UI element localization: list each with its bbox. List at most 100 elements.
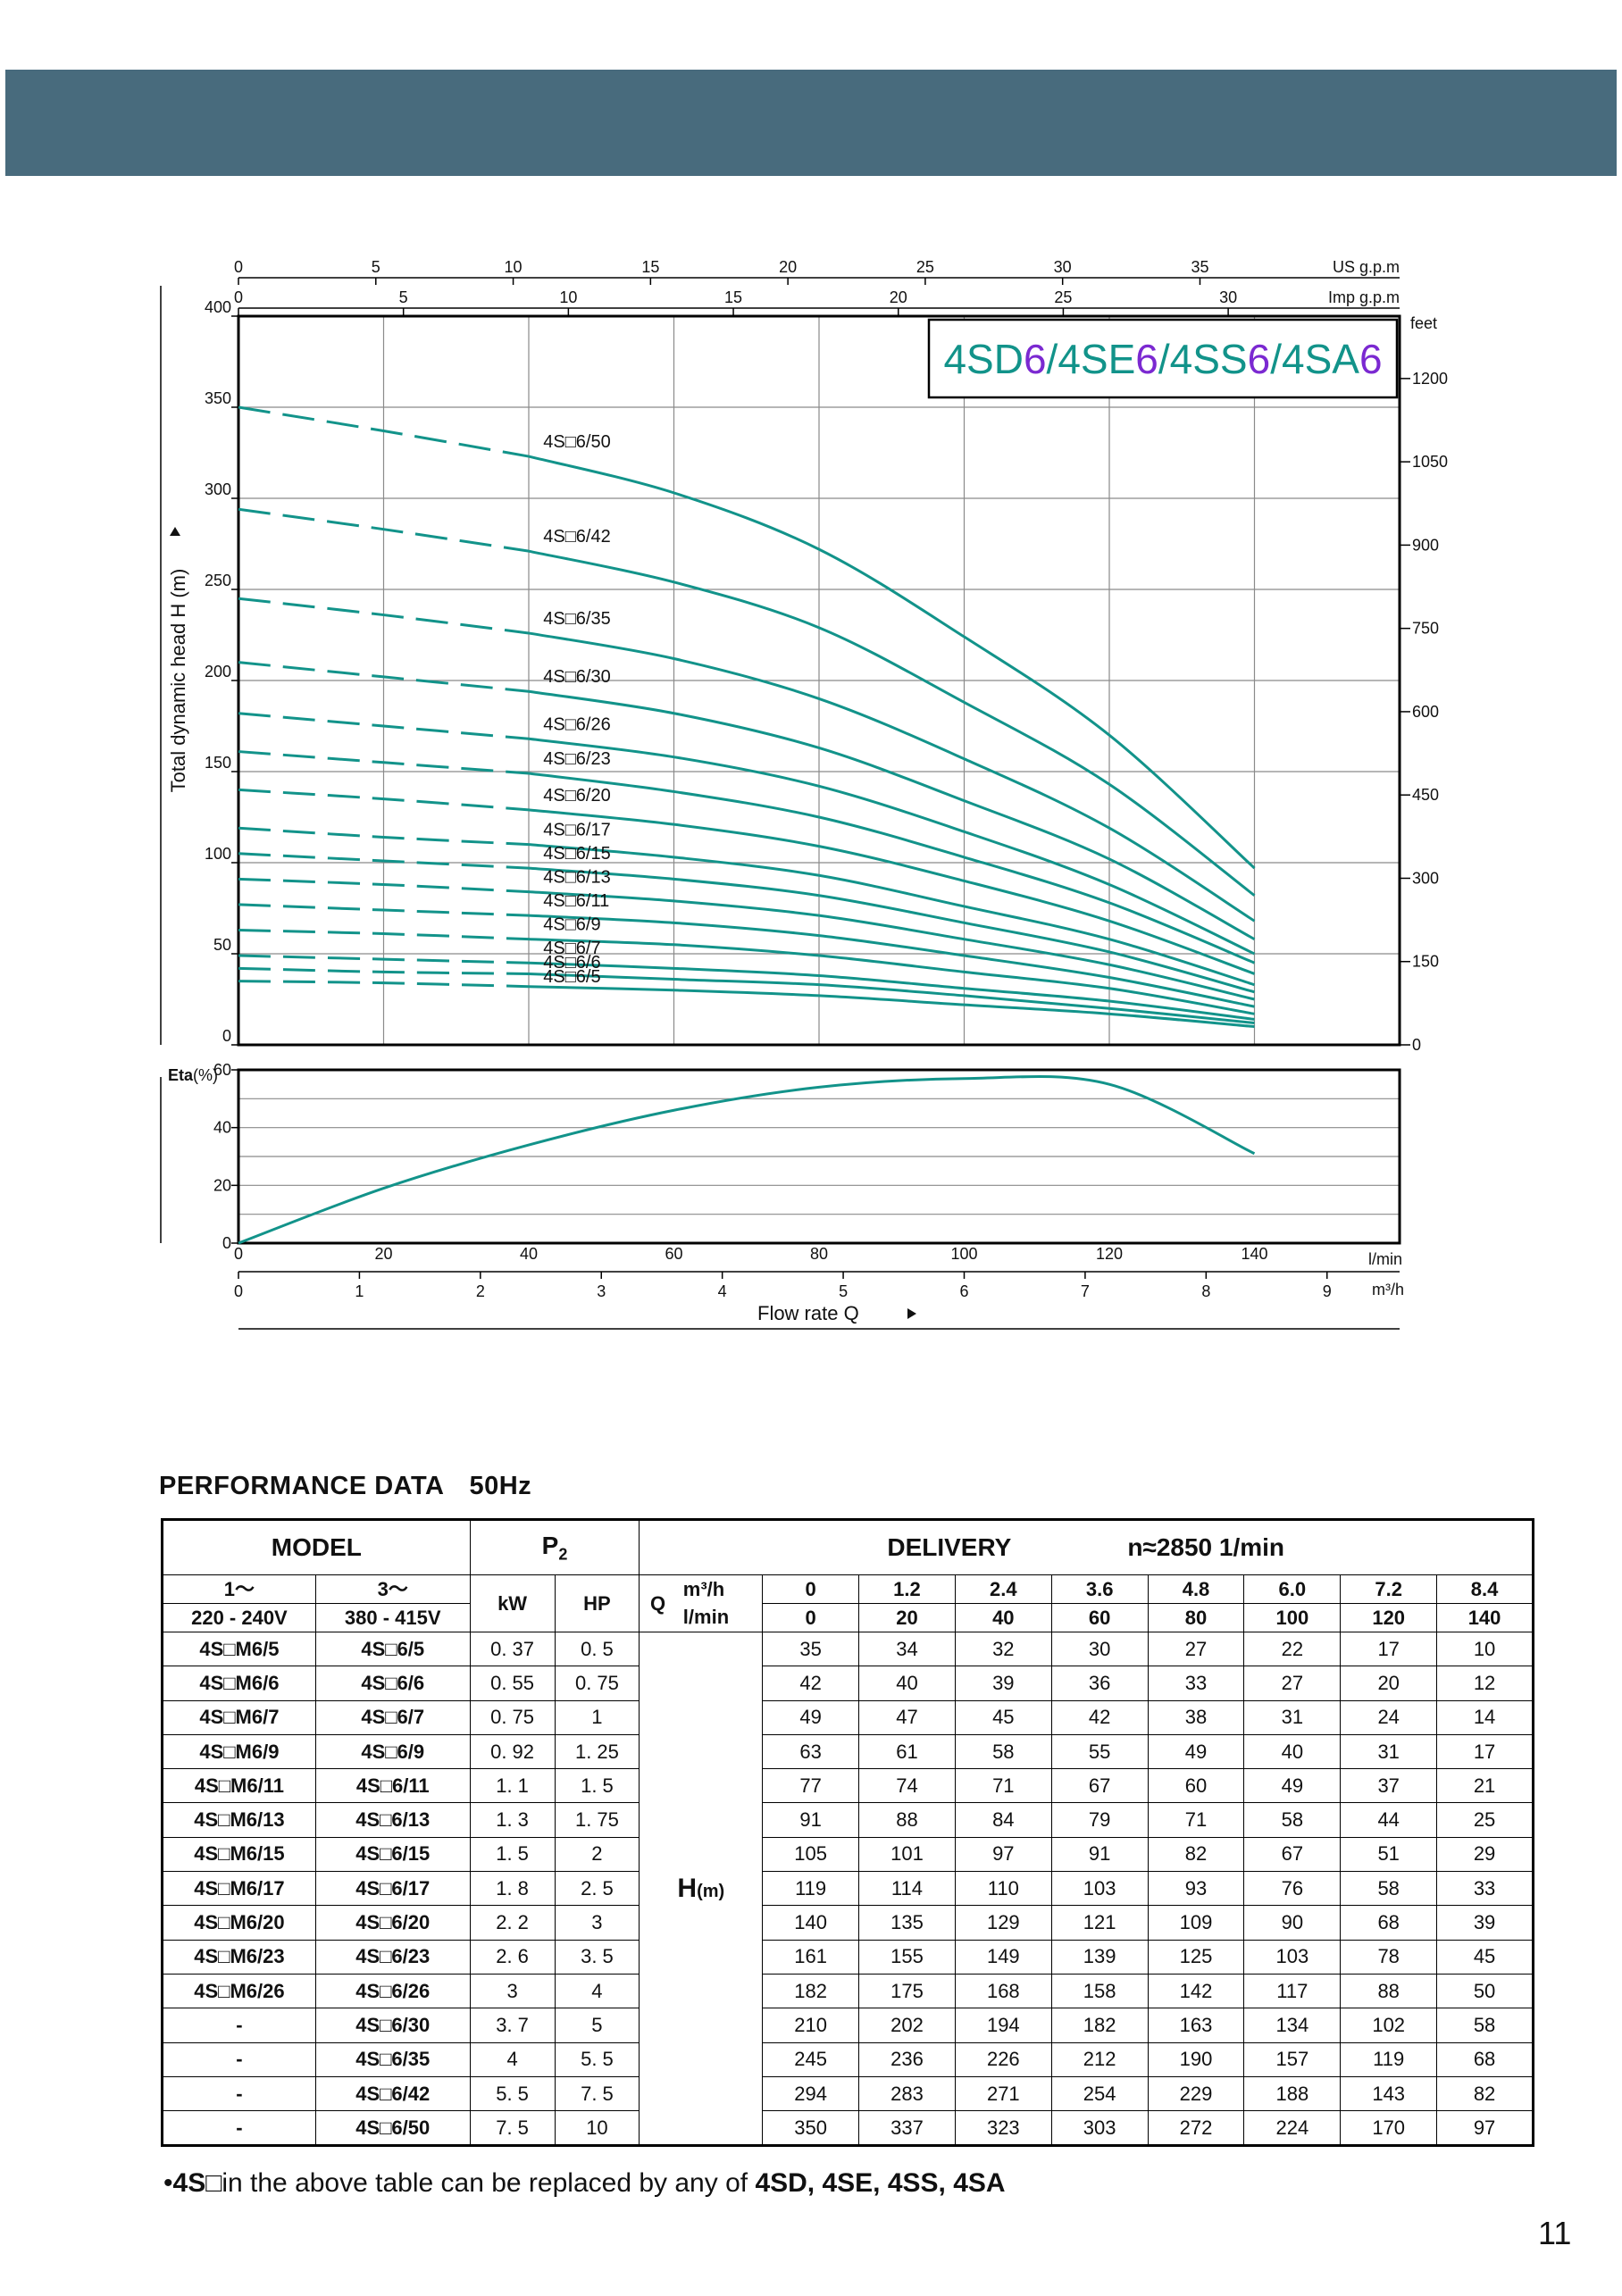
curve-solid [528, 808, 1256, 975]
lmin-tick-label: 140 [1241, 1245, 1267, 1263]
lmin-value: 120 [1340, 1603, 1438, 1632]
head-value: 168 [954, 1973, 1052, 2009]
curve-label: 4S□6/26 [543, 714, 610, 734]
head-value: 272 [1147, 2110, 1245, 2147]
table-row: 4S□M6/23 4S□6/23 2. 6 3. 5 161 155 149 139 125 10… [162, 1939, 1534, 1975]
three-phase-model: 4S□6/9 [314, 1733, 471, 1770]
three-phase-model: 4S□6/42 [314, 2075, 471, 2112]
single-phase-model: - [162, 2075, 316, 2112]
head-value: 158 [1050, 1973, 1149, 2009]
head-value: 58 [954, 1733, 1052, 1770]
head-value: 149 [954, 1939, 1052, 1975]
curve-label: 4S□6/11 [543, 891, 609, 911]
head-value: 27 [1147, 1631, 1245, 1667]
lmin-value: 0 [762, 1603, 860, 1632]
head-value: 103 [1243, 1939, 1342, 1975]
eta-curve [238, 1074, 1256, 1245]
delivery-header: DELIVERY n≈2850 1/min [639, 1519, 1534, 1575]
m3h-tick-label: 2 [476, 1282, 485, 1300]
curve-dashed [238, 980, 530, 989]
power-hp: 10 [554, 2110, 640, 2147]
lmin-tick-label: 100 [950, 1245, 977, 1263]
single-phase-voltage: 220 - 240V [162, 1603, 316, 1632]
kw-header: kW [469, 1574, 556, 1632]
three-phase-model: 4S□6/35 [314, 2041, 471, 2077]
footnote-prefix: 4S [172, 2168, 206, 2198]
table-row: 4S□M6/5 4S□6/5 0. 37 0. 5 H(m) 35 34 32 30 27 22 17… [162, 1631, 1534, 2147]
head-value: 283 [858, 2075, 956, 2112]
head-value: 229 [1147, 2075, 1245, 2112]
feet-tick-label: 150 [1412, 953, 1439, 971]
three-phase-model: 4S□6/26 [314, 1973, 471, 2009]
head-value: 161 [762, 1939, 860, 1975]
table-row: 4S□M6/20 4S□6/20 2. 2 3 140 135 129 121 109 90 68 3… [162, 1905, 1534, 1941]
power-hp: 2 [554, 1836, 640, 1873]
three-phase-model: 4S□6/6 [314, 1666, 471, 1701]
curve-label: 4S□6/15 [543, 844, 610, 864]
head-value: 77 [762, 1768, 860, 1804]
head-label-text: H [677, 1873, 698, 1903]
m3h-tick-label: 7 [1081, 1282, 1090, 1300]
curve-label: 4S□6/42 [543, 527, 610, 547]
power-kw: 0. 92 [469, 1733, 556, 1770]
head-value: 71 [954, 1768, 1052, 1804]
head-value: 17 [1340, 1631, 1438, 1667]
curve-dashed [238, 966, 530, 975]
head-value: 37 [1340, 1768, 1438, 1804]
head-value: 67 [1050, 1768, 1149, 1804]
m3h-value: 0 [762, 1574, 860, 1604]
three-phase-model: 4S□6/17 [314, 1871, 471, 1907]
table-subheader-row-2: 220 - 240V 380 - 415V l/min 0 20 40 60 8… [162, 1603, 1534, 1632]
performance-heading-text: PERFORMANCE DATA [159, 1472, 445, 1500]
head-value: 125 [1147, 1939, 1245, 1975]
head-value: 97 [1436, 2110, 1534, 2147]
lmin-tick-label: 120 [1096, 1245, 1123, 1263]
head-value: 29 [1436, 1836, 1534, 1873]
lmin-value: 60 [1050, 1603, 1149, 1632]
head-value: 121 [1050, 1905, 1149, 1941]
head-label: H(m) [639, 1631, 764, 2147]
lmin-value: 20 [858, 1603, 956, 1632]
head-value: 10 [1436, 1631, 1534, 1667]
footnote-models: 4SD, 4SE, 4SS, 4SA [755, 2168, 1006, 2198]
table-row: 4S□M6/26 4S□6/26 3 4 182 175 168 158 142 117 88 50 [162, 1973, 1534, 2009]
head-value: 27 [1243, 1666, 1342, 1701]
power-kw: 1. 1 [469, 1768, 556, 1804]
curve-dashed [238, 661, 530, 693]
q-header: Q [639, 1574, 676, 1632]
head-value: 93 [1147, 1871, 1245, 1907]
head-value: 31 [1340, 1733, 1438, 1770]
impgpm-axis-label: Imp g.p.m [1328, 288, 1400, 306]
chart-title-box [927, 318, 1399, 399]
curve-dashed [238, 405, 530, 458]
usgpm-tick-label: 35 [1191, 258, 1208, 276]
three-phase-model: 4S□6/20 [314, 1905, 471, 1941]
head-value: 129 [954, 1905, 1052, 1941]
speed-text: n≈2850 1/min [1127, 1533, 1285, 1561]
curve-label: 4S□6/20 [543, 786, 610, 806]
curve-solid [528, 961, 1255, 1021]
power-hp: 0. 75 [554, 1666, 640, 1701]
m3h-value: 6.0 [1243, 1574, 1342, 1604]
feet-tick-label: 1200 [1412, 370, 1448, 388]
power-kw: 4 [469, 2041, 556, 2077]
curve-label: 4S□6/35 [543, 609, 610, 629]
feet-tick-label: 600 [1412, 703, 1439, 721]
head-value: 61 [858, 1733, 956, 1770]
table-row: 4S□M6/9 4S□6/9 0. 92 1. 25 63 61 58 55 49 40 31 17 [162, 1733, 1534, 1770]
head-value: 88 [1340, 1973, 1438, 2009]
head-value: 40 [1243, 1733, 1342, 1770]
head-value: 190 [1147, 2041, 1245, 2077]
head-value: 88 [858, 1802, 956, 1838]
head-value: 60 [1147, 1768, 1245, 1804]
head-value: 32 [954, 1631, 1052, 1667]
head-value: 142 [1147, 1973, 1245, 2009]
head-value: 79 [1050, 1802, 1149, 1838]
head-value: 194 [954, 2008, 1052, 2043]
power-kw: 0. 75 [469, 1699, 556, 1735]
head-value: 170 [1340, 2110, 1438, 2147]
head-value: 134 [1243, 2008, 1342, 2043]
m3h-tick-label: 9 [1323, 1282, 1332, 1300]
three-phase-model: 4S□6/15 [314, 1836, 471, 1873]
head-value: 38 [1147, 1699, 1245, 1735]
